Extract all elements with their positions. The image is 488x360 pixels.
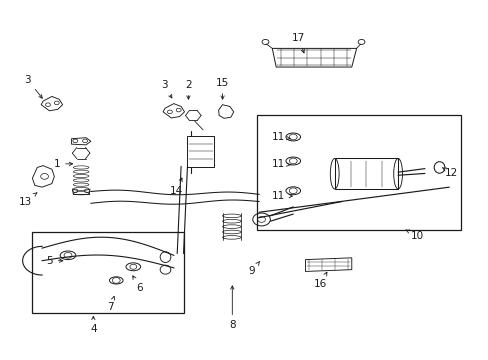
Text: 6: 6	[133, 276, 142, 293]
Text: 3: 3	[24, 75, 42, 98]
Text: 11: 11	[271, 132, 290, 142]
Text: 12: 12	[441, 168, 457, 178]
Text: 4: 4	[90, 316, 97, 334]
Bar	[256, 116, 461, 230]
Text: 13: 13	[19, 193, 37, 207]
Text: 1: 1	[53, 159, 72, 169]
Text: 17: 17	[291, 33, 304, 53]
Text: 8: 8	[228, 286, 235, 330]
Text: 10: 10	[405, 230, 423, 240]
Text: 14: 14	[169, 178, 183, 196]
Text: 11: 11	[271, 159, 290, 169]
Text: 2: 2	[185, 80, 191, 99]
Bar	[32, 232, 183, 313]
Bar	[334, 158, 397, 189]
Text: 9: 9	[248, 261, 259, 276]
Text: 16: 16	[313, 272, 326, 289]
Text: 5: 5	[46, 256, 62, 266]
Text: 15: 15	[216, 78, 229, 99]
Text: 7: 7	[107, 296, 114, 312]
Text: 3: 3	[161, 80, 171, 98]
Bar	[187, 136, 214, 167]
Text: 11: 11	[271, 191, 292, 201]
